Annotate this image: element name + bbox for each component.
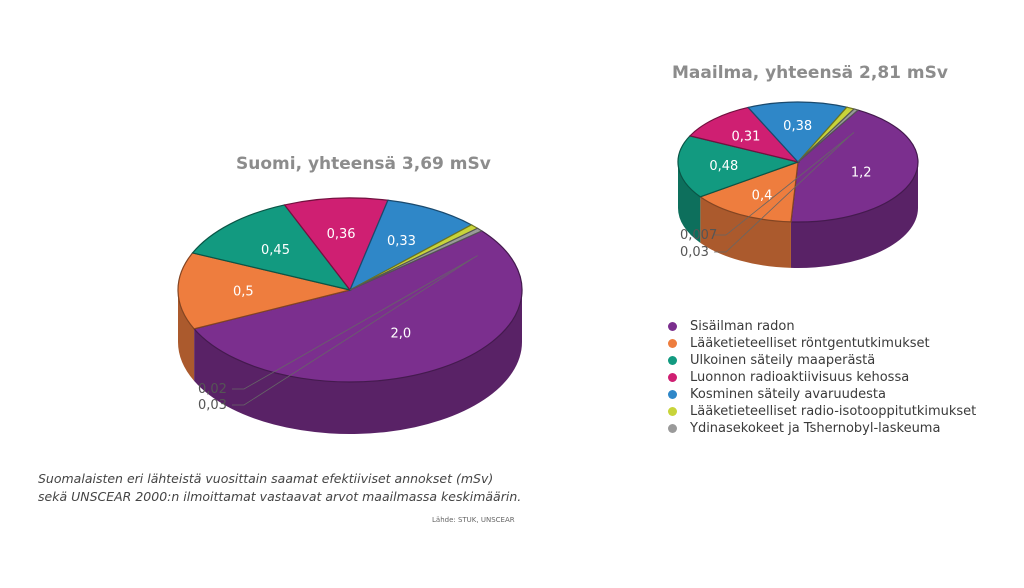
leader-line-fallout [232, 255, 478, 390]
legend-swatch [668, 339, 677, 348]
caption-line-2: sekä UNSCEAR 2000:n ilmoittamat vastaava… [38, 489, 522, 504]
legend-label: Sisäilman radon [690, 319, 795, 334]
suomi-chart-title: Suomi, yhteensä 3,69 mSv [236, 154, 491, 174]
pie-labels: 2,0 0,5 0,45 0,36 0,33 0,020,03 [198, 227, 478, 413]
pie-side-xray [700, 196, 791, 268]
slice-label-radon: 1,2 [851, 165, 872, 180]
slice-label-radon: 2,0 [390, 327, 411, 342]
slice-label-ground: 0,45 [261, 243, 290, 258]
figure-caption: Suomalaisten eri lähteistä vuosittain sa… [38, 470, 558, 506]
source-note: Lähde: STUK, UNSCEAR [432, 516, 515, 524]
pie-labels: 1,2 0,4 0,48 0,31 0,38 0,007 0,03 [680, 119, 872, 260]
pie-0: 2,0 0,5 0,45 0,36 0,33 0,020,03 [177, 197, 523, 434]
legend-item-ground: Ulkoinen säteily maaperästä [668, 352, 976, 369]
slice-label-body: 0,31 [732, 129, 761, 144]
slice-cosmic [348, 199, 473, 292]
leader-label-isotope: 0,03 [680, 245, 709, 260]
pie-side-ground [678, 162, 701, 243]
leader-line-fallout [714, 132, 855, 236]
legend-item-cosmic: Kosminen säteily avaruudesta [668, 386, 976, 403]
slice-fallout [349, 227, 484, 291]
legend-swatch [668, 407, 677, 416]
legend-swatch [668, 373, 677, 382]
maailma-chart-title: Maailma, yhteensä 2,81 mSv [672, 63, 948, 83]
slice-label-cosmic: 0,33 [387, 234, 416, 249]
slice-label-ground: 0,48 [709, 159, 738, 174]
legend-label: Lääketieteelliset röntgentutkimukset [690, 336, 930, 351]
slice-radon [193, 230, 523, 383]
slice-ground [677, 135, 801, 198]
pie-sides [178, 290, 522, 434]
legend-label: Luonnon radioaktiivisuus kehossa [690, 370, 910, 385]
pie-side-radon [194, 290, 522, 434]
leader-line-isotope [232, 258, 473, 406]
legend-label: Kosminen säteily avaruudesta [690, 387, 886, 402]
legend-label: Ulkoinen säteily maaperästä [690, 353, 876, 368]
slice-radon [790, 109, 919, 223]
leader-line-isotope [714, 136, 849, 253]
pie-top [177, 197, 523, 383]
slice-fallout [797, 108, 860, 163]
leader-label-fallout: 0,007 [680, 228, 717, 243]
legend-item-fallout: Ydinasekokeet ja Tshernobyl-laskeuma [668, 420, 976, 437]
pie-side-xray [178, 290, 195, 381]
slice-body [688, 106, 800, 164]
leader-label-fallout: 0,02 [198, 382, 227, 397]
slice-label-xray: 0,4 [752, 189, 773, 204]
slice-ground [191, 204, 352, 291]
legend-item-body: Luonnon radioaktiivisuus kehossa [668, 369, 976, 386]
legend-swatch [668, 356, 677, 365]
caption-line-1: Suomalaisten eri lähteistä vuosittain sa… [38, 471, 494, 486]
slice-label-xray: 0,5 [233, 285, 254, 300]
pie-1: 1,2 0,4 0,48 0,31 0,38 0,007 0,03 [677, 101, 919, 268]
slice-label-cosmic: 0,38 [783, 119, 812, 134]
slice-label-body: 0,36 [327, 227, 356, 242]
legend-label: Ydinasekokeet ja Tshernobyl-laskeuma [690, 421, 941, 436]
legend-swatch [668, 390, 677, 399]
slice-body [283, 197, 389, 292]
legend-swatch [668, 424, 677, 433]
legend-item-xray: Lääketieteelliset röntgentutkimukset [668, 335, 976, 352]
slice-xray [177, 252, 351, 330]
legend-item-isotope: Lääketieteelliset radio-isotooppitutkimu… [668, 403, 976, 420]
legend-swatch [668, 322, 677, 331]
slice-cosmic [747, 101, 848, 163]
legend: Sisäilman radon Lääketieteelliset röntge… [668, 318, 976, 437]
legend-item-radon: Sisäilman radon [668, 318, 976, 335]
leader-label-isotope: 0,03 [198, 398, 227, 413]
legend-label: Lääketieteelliset radio-isotooppitutkimu… [690, 404, 977, 419]
